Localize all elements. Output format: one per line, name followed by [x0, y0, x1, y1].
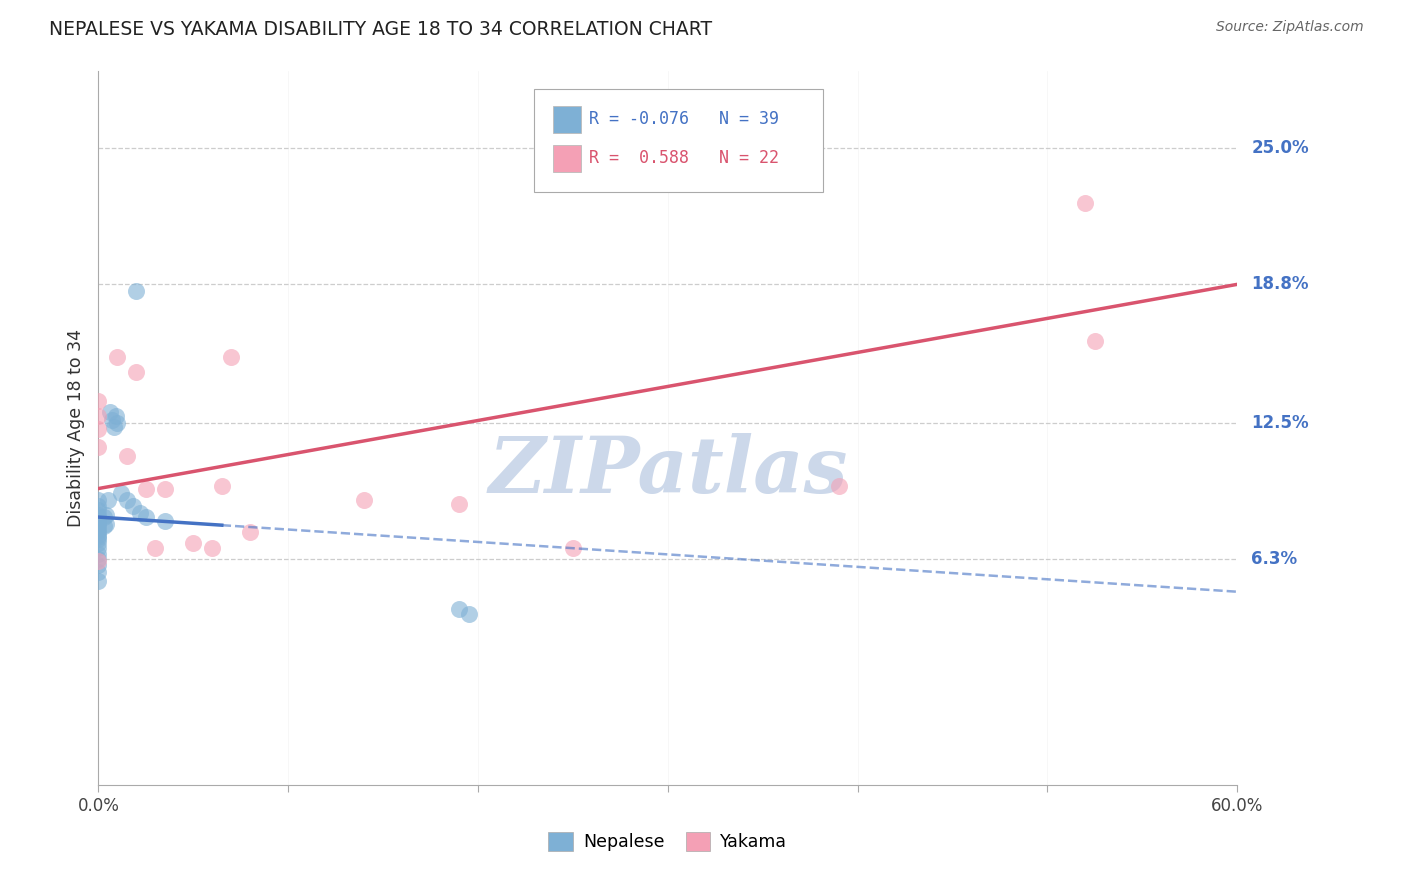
Point [135, 482, 157, 496]
Point [104, 409, 127, 423]
Point [353, 492, 375, 507]
Point [87, 516, 110, 531]
Point [87, 440, 110, 454]
Point [97, 492, 120, 507]
Point [98, 405, 121, 419]
Point [87, 393, 110, 408]
Point [87, 532, 110, 546]
Point [1074, 196, 1097, 211]
Point [121, 499, 143, 513]
Point [87, 515, 110, 529]
Text: 12.5%: 12.5% [1251, 414, 1309, 432]
Y-axis label: Disability Age 18 to 34: Disability Age 18 to 34 [66, 329, 84, 527]
Point [87, 565, 110, 579]
Point [115, 449, 138, 463]
Point [93, 510, 115, 524]
Point [94, 508, 117, 522]
Point [87, 503, 110, 517]
Point [562, 541, 585, 555]
Text: ZIPatlas: ZIPatlas [488, 433, 848, 509]
Point [87, 409, 110, 423]
Point [153, 515, 176, 529]
Point [1084, 334, 1107, 349]
Point [87, 541, 110, 555]
Legend: Nepalese, Yakama: Nepalese, Yakama [541, 825, 794, 858]
Point [107, 416, 129, 430]
Point [87, 574, 110, 588]
Point [103, 420, 125, 434]
Point [135, 510, 157, 524]
Text: R = -0.076   N = 39: R = -0.076 N = 39 [589, 110, 779, 128]
Point [87, 527, 110, 541]
Point [828, 479, 851, 493]
Point [87, 551, 110, 566]
Point [87, 510, 110, 524]
Point [87, 530, 110, 544]
Point [125, 365, 148, 379]
Point [129, 506, 152, 520]
Point [183, 536, 205, 550]
Text: Source: ZipAtlas.com: Source: ZipAtlas.com [1216, 20, 1364, 34]
Point [87, 554, 110, 568]
Point [211, 479, 233, 493]
Point [449, 602, 471, 616]
Text: 18.8%: 18.8% [1251, 276, 1309, 293]
Point [239, 525, 262, 540]
Point [449, 497, 471, 511]
Point [94, 516, 117, 531]
Point [87, 492, 110, 507]
Point [125, 284, 148, 298]
Point [87, 558, 110, 573]
Point [87, 508, 110, 522]
Point [201, 541, 224, 555]
Point [221, 350, 243, 364]
Point [153, 482, 176, 496]
Point [110, 486, 132, 500]
Point [100, 413, 122, 427]
Point [87, 519, 110, 533]
Text: NEPALESE VS YAKAMA DISABILITY AGE 18 TO 34 CORRELATION CHART: NEPALESE VS YAKAMA DISABILITY AGE 18 TO … [49, 20, 713, 38]
Point [87, 536, 110, 550]
Point [87, 523, 110, 537]
Text: 25.0%: 25.0% [1251, 139, 1309, 157]
Point [87, 548, 110, 562]
Text: R =  0.588   N = 22: R = 0.588 N = 22 [589, 149, 779, 167]
Point [107, 350, 129, 364]
Point [115, 492, 138, 507]
Point [145, 541, 167, 555]
Point [87, 422, 110, 436]
Point [87, 525, 110, 540]
Point [93, 519, 115, 533]
Text: 6.3%: 6.3% [1251, 549, 1298, 568]
Point [87, 499, 110, 513]
Point [457, 607, 479, 621]
